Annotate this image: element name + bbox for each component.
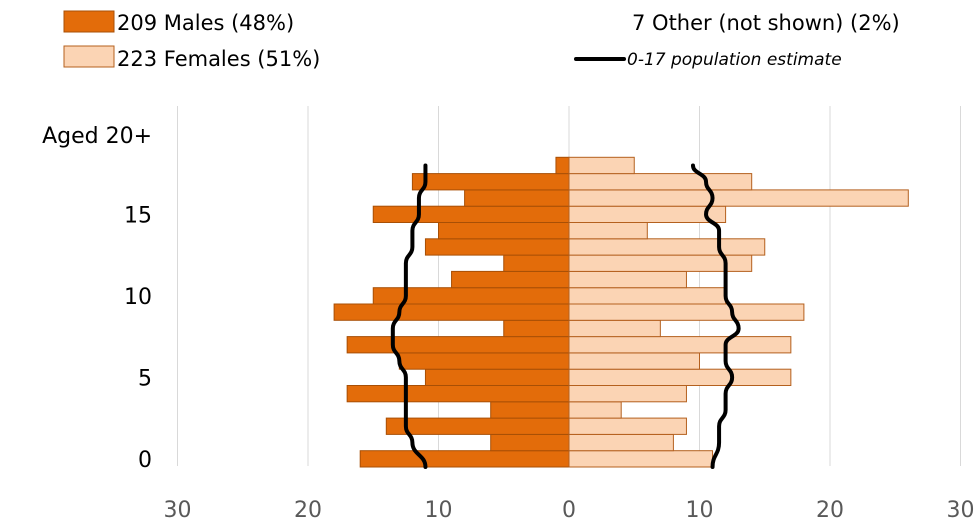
female-bar [568, 319, 661, 338]
female-bar [568, 385, 687, 403]
bars [333, 156, 909, 468]
y-tick-label: 15 [124, 203, 152, 228]
x-tick-label: 30 [947, 498, 975, 523]
male-bar [411, 173, 570, 191]
female-bar [568, 205, 727, 223]
male-bar [372, 205, 570, 223]
legend-males-swatch [63, 10, 115, 33]
female-bar [568, 417, 687, 435]
male-estimate-line [390, 163, 428, 469]
male-bar [398, 352, 570, 370]
female-bar [568, 173, 753, 191]
female-bar [568, 401, 622, 419]
legend-males-label: 209 Males (48%) [117, 11, 294, 35]
female-bar [568, 368, 792, 387]
male-bar [555, 156, 570, 175]
estimate-lines [390, 163, 741, 469]
y-tick-label: 0 [138, 448, 152, 473]
female-bar [568, 287, 727, 305]
male-bar [503, 319, 570, 338]
x-tick-label: 20 [816, 498, 844, 523]
x-tick-label: 30 [164, 498, 192, 523]
legend: 209 Males (48%) 223 Females (51%) 7 Othe… [63, 10, 900, 71]
male-bar [346, 336, 570, 354]
female-bar [568, 156, 635, 175]
x-tick-label: 10 [686, 498, 714, 523]
male-bar [424, 368, 570, 387]
female-bar [568, 450, 714, 468]
male-bar [451, 270, 570, 289]
male-bar [503, 254, 570, 272]
male-bar [333, 303, 570, 321]
female-bar [568, 433, 674, 452]
y-tick-label: 10 [124, 285, 152, 310]
x-tick-label: 0 [562, 498, 576, 523]
x-axis-labels: 30 20 10 0 10 20 30 [164, 498, 975, 523]
female-bar [568, 336, 792, 354]
male-bar [490, 433, 570, 452]
female-bar [568, 270, 687, 289]
female-bar [568, 238, 766, 256]
female-bar [568, 189, 909, 207]
female-bar [568, 222, 648, 240]
male-bar [464, 189, 570, 207]
male-bar [359, 450, 570, 468]
female-estimate-line [690, 163, 741, 469]
y-axis-labels: 0 5 10 15 Aged 20+ [42, 124, 152, 473]
x-tick-label: 20 [294, 498, 322, 523]
male-bar [490, 401, 570, 419]
female-bar [568, 352, 700, 370]
legend-estimate-label: 0-17 population estimate [627, 50, 842, 70]
male-bar [385, 417, 570, 435]
y-tick-label: Aged 20+ [42, 124, 152, 149]
legend-females-swatch [63, 45, 115, 68]
male-bar [424, 238, 570, 256]
legend-other-label: 7 Other (not shown) (2%) [632, 11, 900, 35]
female-bar [568, 303, 805, 321]
legend-females-label: 223 Females (51%) [117, 47, 320, 71]
male-bar [346, 385, 570, 403]
x-tick-label: 10 [425, 498, 453, 523]
y-tick-label: 5 [138, 366, 152, 391]
male-bar [438, 222, 570, 240]
